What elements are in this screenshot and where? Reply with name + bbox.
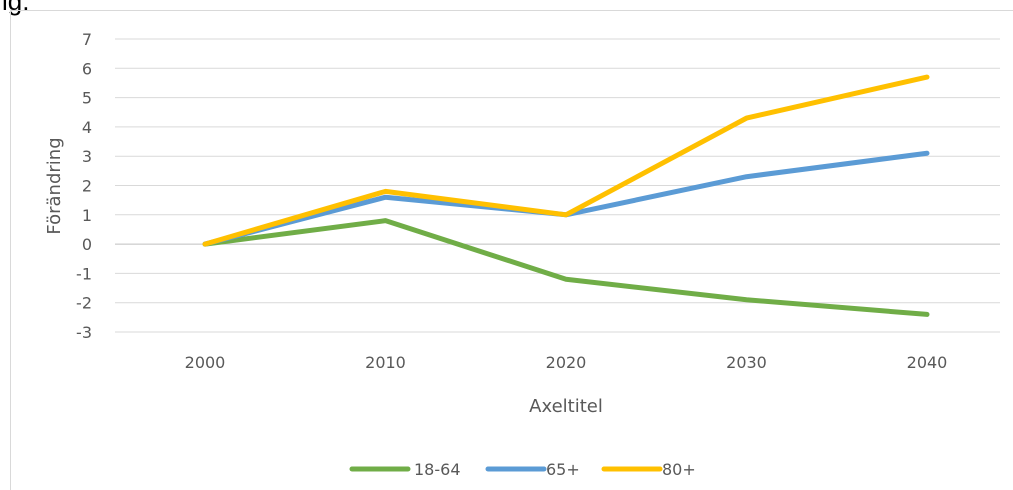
x-tick-label: 2020: [546, 353, 587, 372]
y-tick-label: 4: [82, 118, 92, 137]
y-tick-label: 3: [82, 147, 92, 166]
legend-label: 18-64: [414, 460, 461, 479]
legend: 18-64 65+ 80+: [349, 460, 696, 479]
x-tick-label: 2010: [365, 353, 406, 372]
y-axis-title: Förändring: [44, 137, 65, 234]
y-tick-label: -1: [76, 264, 92, 283]
x-axis-title: Axeltitel: [529, 396, 603, 417]
x-tick-labels: 2000 2010 2020 2030 2040: [185, 353, 948, 372]
y-tick-label: 2: [82, 177, 92, 196]
chart-frame: [10, 10, 1013, 490]
series-line-18-64: [202, 218, 930, 317]
y-tick-label: -2: [76, 294, 92, 313]
series-lines: [202, 74, 930, 317]
y-tick-label: 0: [82, 235, 92, 254]
y-tick-label: 7: [82, 30, 92, 49]
x-tick-label: 2030: [726, 353, 767, 372]
series-line-80+: [202, 74, 930, 247]
y-tick-label: 6: [82, 59, 92, 78]
y-tick-labels: -3 -2 -1 0 1 2 3 4 5 6 7: [76, 30, 92, 342]
y-tick-label: 1: [82, 206, 92, 225]
y-tick-label: -3: [76, 323, 92, 342]
gridlines: [115, 38, 1000, 333]
y-tick-label: 5: [82, 89, 92, 108]
x-tick-label: 2000: [185, 353, 226, 372]
legend-label: 65+: [546, 460, 580, 479]
x-tick-label: 2040: [907, 353, 948, 372]
legend-label: 80+: [662, 460, 696, 479]
figure-caption: ig.: [2, 0, 30, 16]
